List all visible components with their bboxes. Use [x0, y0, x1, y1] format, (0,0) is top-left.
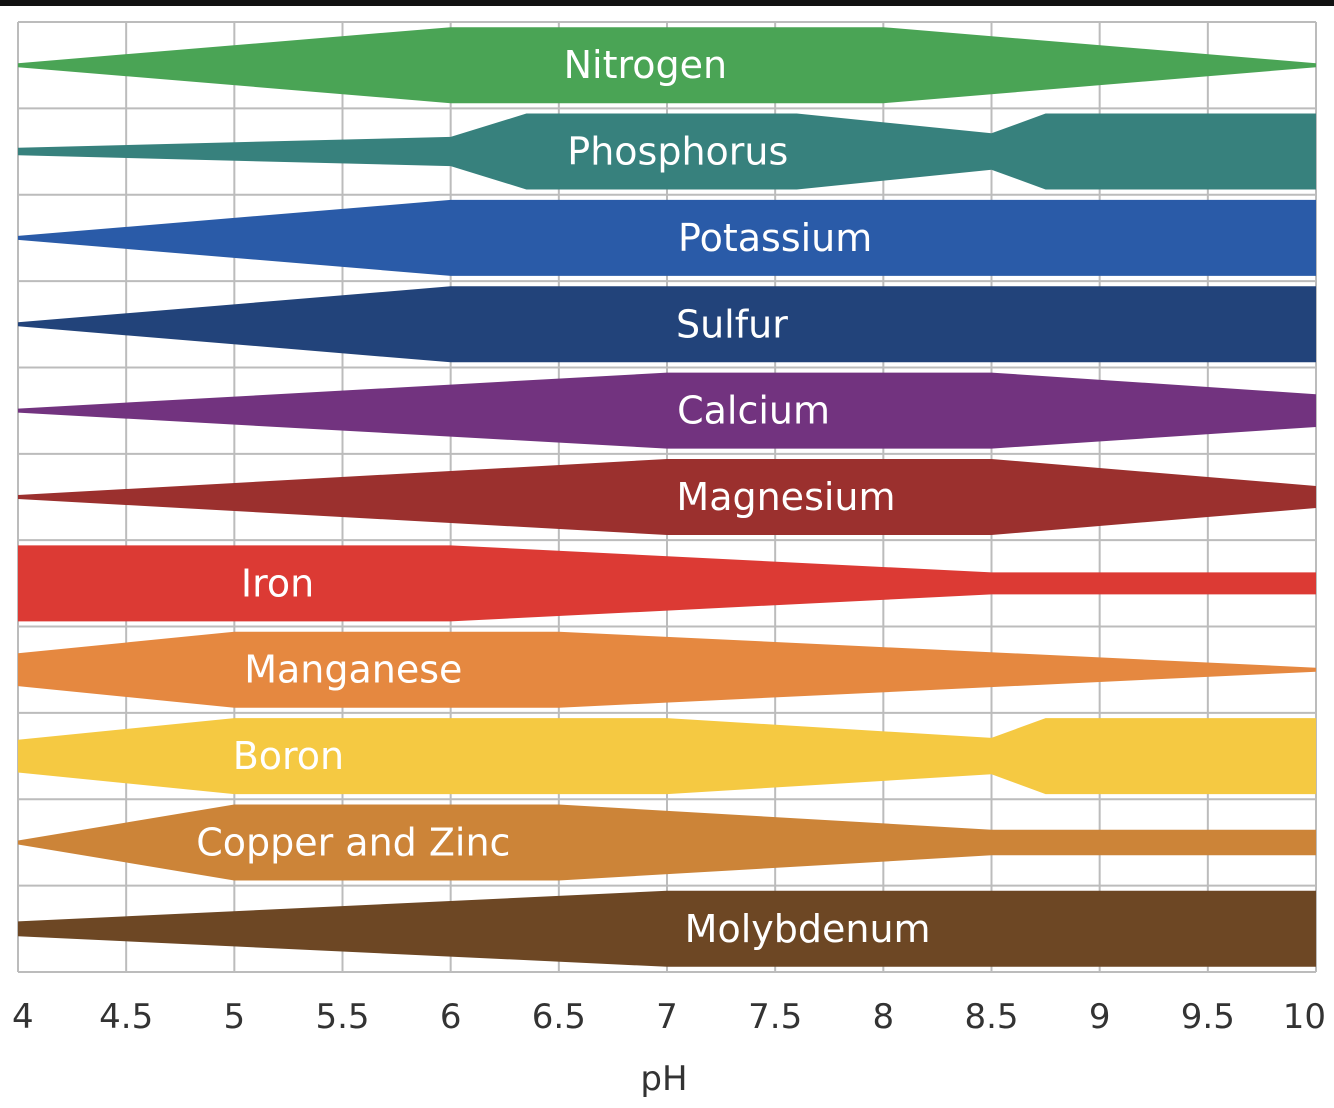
band-label-calcium: Calcium — [677, 389, 830, 433]
band-sulfur — [18, 286, 1316, 363]
x-tick-label: 7.5 — [748, 997, 802, 1037]
x-tick-label: 10 — [1283, 997, 1326, 1037]
band-label-molybdenum: Molybdenum — [685, 907, 931, 951]
x-tick-label: 8 — [873, 997, 895, 1037]
x-tick-label: 9.5 — [1181, 997, 1235, 1037]
band-iron — [18, 545, 1316, 622]
band-label-copper-and-zinc: Copper and Zinc — [196, 820, 510, 864]
band-copper-and-zinc — [18, 804, 1316, 881]
x-tick-label: 5 — [224, 997, 246, 1037]
x-axis-ticks: 4 4.5 5 5.5 6 6.5 7 7.5 8 8.5 9 9.5 10 — [12, 997, 1326, 1037]
x-tick-label: 6 — [440, 997, 462, 1037]
band-manganese — [18, 631, 1316, 708]
band-phosphorus — [18, 113, 1316, 190]
top-border — [0, 0, 1334, 6]
band-potassium — [18, 199, 1316, 276]
band-label-nitrogen: Nitrogen — [564, 43, 728, 87]
x-tick-label: 7 — [656, 997, 678, 1037]
band-nitrogen — [18, 27, 1316, 104]
band-label-phosphorus: Phosphorus — [567, 130, 788, 174]
band-magnesium — [18, 459, 1316, 535]
x-tick-label: 6.5 — [532, 997, 586, 1037]
band-labels: Nitrogen Phosphorus Potassium Sulfur Calcium… — [196, 43, 930, 951]
band-label-potassium: Potassium — [678, 216, 872, 260]
nutrient-bands — [18, 27, 1316, 967]
band-calcium — [18, 372, 1316, 449]
x-tick-label: 5.5 — [315, 997, 369, 1037]
band-molybdenum — [18, 890, 1316, 967]
band-label-magnesium: Magnesium — [676, 475, 895, 519]
x-tick-label: 4 — [12, 997, 34, 1037]
x-axis-title: pH — [640, 1059, 687, 1099]
band-boron — [18, 718, 1316, 795]
band-label-boron: Boron — [233, 734, 344, 778]
x-tick-label: 9 — [1089, 997, 1111, 1037]
band-label-sulfur: Sulfur — [676, 302, 788, 346]
band-label-iron: Iron — [241, 561, 314, 605]
band-label-manganese: Manganese — [244, 648, 462, 692]
x-tick-label: 4.5 — [99, 997, 153, 1037]
x-tick-label: 8.5 — [964, 997, 1018, 1037]
